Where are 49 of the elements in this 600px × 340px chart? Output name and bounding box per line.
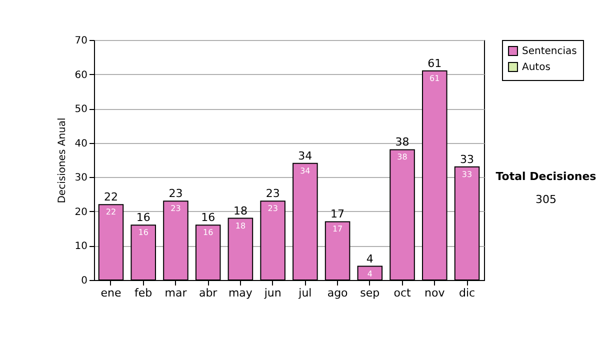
y-axis-title: Decisiones Anual — [56, 118, 68, 204]
y-tick-label: 30 — [74, 172, 88, 184]
data-label: 18 — [235, 221, 246, 230]
total-label: 61 — [428, 56, 442, 70]
data-label: 34 — [300, 166, 310, 176]
y-tick-label: 40 — [74, 138, 88, 150]
x-tick-label: oct — [394, 286, 412, 300]
legend-label: Autos — [522, 62, 550, 73]
total-label: 22 — [104, 190, 118, 204]
total-label: 38 — [395, 136, 410, 149]
data-label: 33 — [462, 170, 472, 179]
x-tick-label: dic — [458, 286, 476, 300]
text: Total Decisiones — [494, 170, 598, 183]
total-label: 33 — [460, 152, 474, 166]
y-tick-label: 70 — [74, 36, 88, 46]
y-tick-label: 60 — [74, 70, 88, 81]
text: 305 — [534, 193, 558, 206]
y-tick-label: 20 — [74, 206, 88, 218]
total-label: 16 — [136, 211, 150, 224]
total-label: 17 — [330, 208, 345, 221]
total-label: 18 — [233, 204, 248, 218]
total-label: 23 — [266, 187, 280, 200]
y-tick-label: 10 — [74, 241, 88, 252]
total-label: 34 — [298, 149, 312, 162]
x-tick-label: ene — [100, 286, 122, 300]
x-tick-label: jun — [263, 286, 282, 300]
x-tick-label: feb — [134, 286, 152, 300]
total-label: 4 — [366, 252, 374, 266]
y-tick-label: 0 — [81, 276, 88, 286]
x-tick-label: ago — [327, 286, 348, 300]
data-label: 23 — [170, 204, 181, 214]
x-tick-label: abr — [198, 286, 218, 300]
data-label: 16 — [202, 228, 214, 238]
data-label: 61 — [430, 74, 440, 83]
x-tick-label: nov — [424, 286, 446, 300]
data-label: 22 — [106, 208, 116, 217]
x-tick-label: mar — [164, 286, 188, 300]
y-tick-label: 50 — [74, 104, 88, 116]
x-tick-label: may — [228, 286, 253, 300]
data-label: 23 — [268, 204, 278, 214]
data-label: 38 — [397, 152, 408, 162]
legend-label: Sentencias — [522, 46, 577, 57]
data-label: 4 — [367, 269, 372, 278]
data-label: 17 — [332, 224, 343, 234]
data-label: 16 — [138, 228, 148, 238]
total-label: 16 — [201, 211, 216, 224]
x-tick-label: sep — [360, 286, 380, 300]
x-tick-label: jul — [298, 286, 312, 300]
total-label: 23 — [168, 187, 183, 200]
